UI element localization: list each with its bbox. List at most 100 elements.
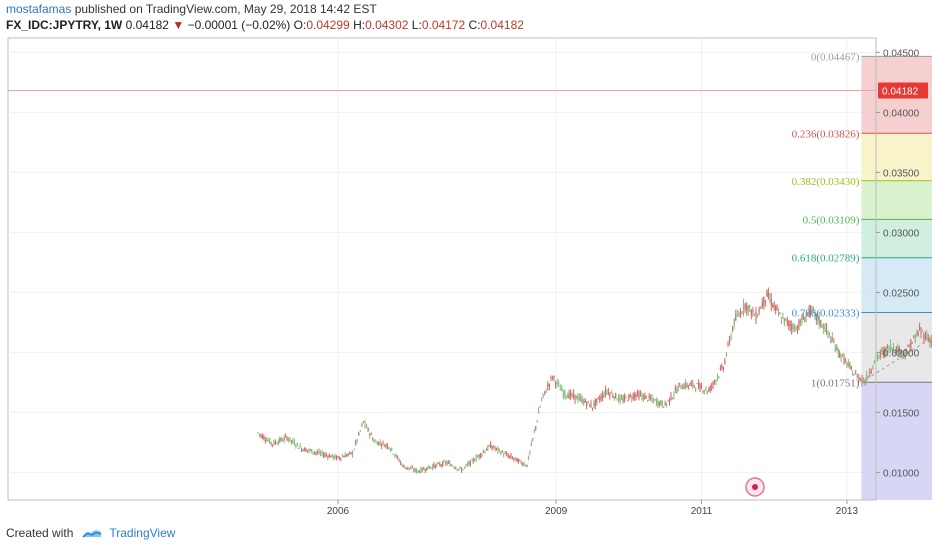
publish-line: mostafamas published on TradingView.com,… xyxy=(6,2,377,16)
candle-body xyxy=(867,376,869,377)
candle-body xyxy=(530,443,532,446)
candle-body xyxy=(385,444,387,446)
candle-body xyxy=(733,318,735,326)
candle-body xyxy=(904,352,906,358)
candle-body xyxy=(290,440,293,442)
candle-body xyxy=(510,455,512,458)
candle-body xyxy=(367,428,369,432)
candle-body xyxy=(929,338,931,344)
fib-band-4 xyxy=(861,257,932,313)
candle-body xyxy=(356,439,358,442)
candle-body xyxy=(648,395,650,398)
candle-body xyxy=(381,445,383,447)
candle-body xyxy=(475,456,477,460)
candle-body xyxy=(542,393,544,396)
candle-body xyxy=(540,399,543,401)
candle-body xyxy=(487,446,489,450)
candle-body xyxy=(657,399,659,406)
candle-body xyxy=(590,403,592,408)
candle-body xyxy=(449,462,451,467)
candle-body xyxy=(383,445,386,448)
candle-body xyxy=(824,328,826,333)
high-value: 0.04302 xyxy=(365,18,409,32)
candle-body xyxy=(431,466,434,469)
candle-body xyxy=(631,398,633,400)
candle-body xyxy=(843,356,845,364)
candle-body xyxy=(887,346,889,348)
candle-body xyxy=(286,437,288,441)
y-tick-label-6: 0.01500 xyxy=(883,408,920,419)
candle-body xyxy=(565,396,567,398)
candle-body xyxy=(861,377,863,383)
candle-body xyxy=(276,443,278,445)
candle-body xyxy=(317,452,319,453)
candle-body xyxy=(823,325,825,329)
candle-body xyxy=(424,470,426,472)
candle-body xyxy=(519,459,521,461)
candle-body xyxy=(738,314,740,316)
candle-body xyxy=(321,451,323,454)
candle-body xyxy=(413,470,415,472)
candle-body xyxy=(750,309,752,316)
candle-body xyxy=(575,395,578,400)
candle-body xyxy=(311,449,313,454)
candle-body xyxy=(647,400,649,401)
tradingview-link[interactable]: TradingView xyxy=(109,526,176,540)
candle-body xyxy=(295,445,297,447)
candle-body xyxy=(395,454,397,458)
candle-body xyxy=(274,441,277,443)
candle-body xyxy=(516,457,518,462)
candle-body xyxy=(618,396,620,401)
candle-body xyxy=(544,391,546,393)
candle-body xyxy=(755,311,757,321)
candle-body xyxy=(456,469,458,471)
candle-body xyxy=(651,396,653,400)
candle-body xyxy=(471,459,473,461)
candle-body xyxy=(910,340,912,349)
candle-body xyxy=(318,450,320,454)
fib-band-3 xyxy=(861,219,932,258)
candle-body xyxy=(907,345,909,347)
y-tick-label-4: 0.02500 xyxy=(883,288,920,299)
candle-body xyxy=(490,443,492,449)
candle-body xyxy=(476,456,479,458)
fib-band-1 xyxy=(861,133,932,181)
created-with-label: Created with xyxy=(6,526,74,540)
candle-body xyxy=(796,329,799,331)
candle-body xyxy=(615,393,617,399)
candle-body xyxy=(711,386,713,388)
candle-body xyxy=(753,315,756,316)
candle-body xyxy=(602,393,604,399)
candle-body xyxy=(776,307,778,309)
candle-body xyxy=(584,399,586,403)
candle-body xyxy=(849,364,851,366)
candle-body xyxy=(761,302,763,307)
candle-body xyxy=(309,449,311,451)
candle-body xyxy=(562,392,564,397)
candle-body xyxy=(373,441,375,443)
candle-body xyxy=(443,461,445,463)
candle-body xyxy=(891,347,893,350)
author-link[interactable]: mostafamas xyxy=(6,2,72,16)
candle-body xyxy=(415,469,418,473)
candle-body xyxy=(513,458,515,460)
candle-body xyxy=(622,398,624,402)
candle-body xyxy=(855,372,857,374)
candle-body xyxy=(889,344,892,351)
candle-body xyxy=(370,433,372,436)
candle-body xyxy=(864,382,866,383)
candle-body xyxy=(841,354,844,356)
candle-body xyxy=(453,467,455,469)
candle-body xyxy=(334,455,336,459)
candle-body xyxy=(619,396,621,402)
candle-body xyxy=(635,394,637,398)
candle-body xyxy=(660,400,662,405)
candle-body xyxy=(378,442,380,445)
candle-body xyxy=(744,303,746,310)
candle-body xyxy=(746,305,748,311)
candle-body xyxy=(786,320,788,325)
candle-body xyxy=(398,460,400,462)
candle-body xyxy=(920,331,922,334)
fib-level-label-2: 0.382(0.03430) xyxy=(792,176,860,188)
